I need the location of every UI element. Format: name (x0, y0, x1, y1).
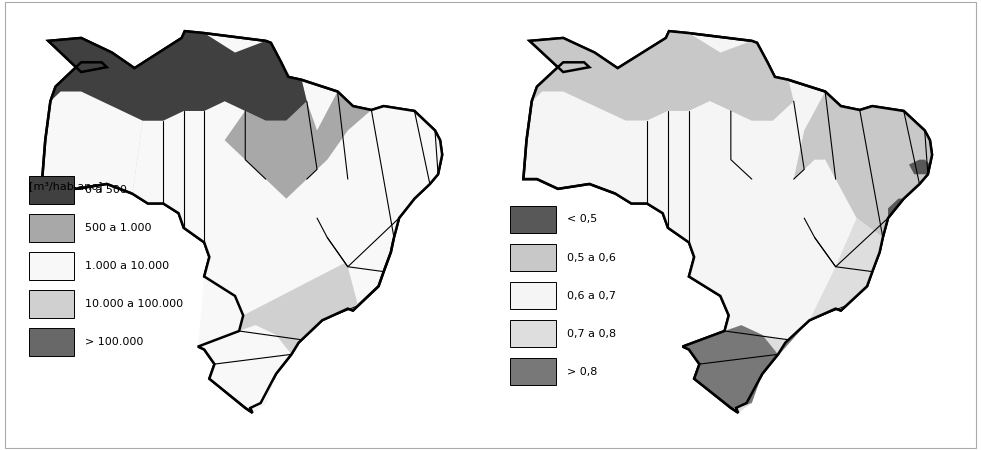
FancyBboxPatch shape (509, 320, 555, 347)
Text: > 100.000: > 100.000 (85, 337, 143, 347)
Polygon shape (42, 31, 442, 413)
FancyBboxPatch shape (28, 290, 74, 318)
Text: < 0,5: < 0,5 (567, 215, 597, 225)
FancyBboxPatch shape (509, 358, 555, 386)
Text: 0,6 a 0,7: 0,6 a 0,7 (567, 291, 616, 301)
Text: 0,5 a 0,6: 0,5 a 0,6 (567, 252, 616, 262)
FancyBboxPatch shape (28, 176, 74, 203)
Text: [m³/hab.ano]: [m³/hab.ano] (28, 181, 102, 191)
FancyBboxPatch shape (509, 206, 555, 233)
Text: 500 a 1.000: 500 a 1.000 (85, 223, 151, 233)
Polygon shape (524, 31, 932, 413)
Text: 10.000 a 100.000: 10.000 a 100.000 (85, 299, 183, 309)
FancyBboxPatch shape (509, 244, 555, 271)
FancyBboxPatch shape (509, 282, 555, 309)
FancyBboxPatch shape (28, 328, 74, 356)
Text: 1.000 a 10.000: 1.000 a 10.000 (85, 261, 169, 271)
FancyBboxPatch shape (28, 214, 74, 242)
Text: 0 a 500: 0 a 500 (85, 185, 127, 195)
Text: > 0,8: > 0,8 (567, 367, 597, 377)
FancyBboxPatch shape (28, 252, 74, 280)
Text: 0,7 a 0,8: 0,7 a 0,8 (567, 328, 616, 339)
